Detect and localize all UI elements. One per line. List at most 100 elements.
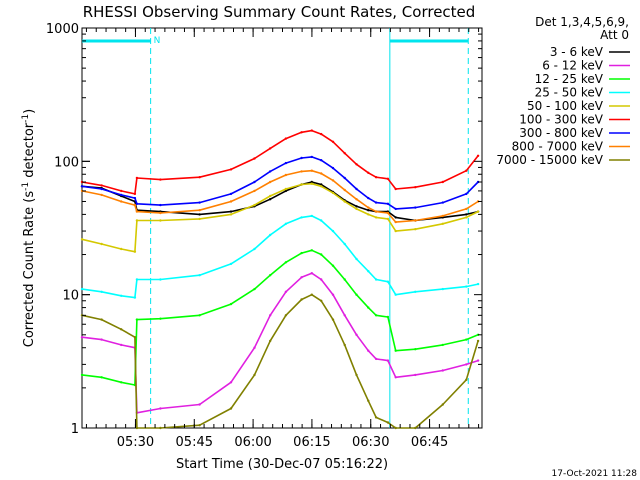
series-2-point-10 bbox=[284, 261, 288, 264]
y-tick-label: 1 bbox=[71, 422, 79, 437]
series-6-point-23 bbox=[465, 192, 468, 196]
series-7-point-23 bbox=[465, 207, 468, 211]
y-tick-label: 10 bbox=[62, 289, 79, 304]
series-8-point-15 bbox=[343, 343, 346, 347]
legend-label-2: 12 - 25 keV bbox=[535, 72, 604, 86]
series-1-point-13 bbox=[320, 278, 323, 281]
series-0-point-6 bbox=[198, 213, 201, 216]
series-3-point-1 bbox=[100, 290, 103, 293]
series-8-point-18 bbox=[374, 416, 378, 419]
series-4-point-1 bbox=[100, 242, 103, 246]
series-3-point-15 bbox=[343, 242, 346, 246]
series-8-point-19 bbox=[386, 421, 390, 424]
series-5-point-7 bbox=[229, 168, 233, 171]
series-2-point-13 bbox=[320, 253, 323, 256]
series-1-point-23 bbox=[465, 363, 468, 366]
series-line-0 bbox=[81, 181, 479, 222]
series-5-point-11 bbox=[300, 131, 303, 134]
legend-header-line-1: Det 1,3,4,5,6,9, bbox=[535, 15, 629, 29]
series-5-point-18 bbox=[374, 176, 378, 179]
series-3-point-14 bbox=[331, 229, 335, 233]
series-5-point-15 bbox=[343, 152, 346, 155]
series-4-point-14 bbox=[331, 191, 335, 195]
series-2-point-1 bbox=[100, 376, 103, 379]
series-6-point-18 bbox=[374, 201, 378, 204]
legend-label-6: 300 - 800 keV bbox=[519, 126, 603, 140]
legend-label-0: 3 - 6 keV bbox=[550, 45, 604, 59]
series-5-point-22 bbox=[441, 180, 444, 184]
series-3-point-19 bbox=[386, 280, 390, 283]
series-1-point-7 bbox=[229, 381, 233, 384]
series-2 bbox=[80, 249, 480, 387]
series-7 bbox=[80, 169, 480, 224]
flag-layer: N bbox=[82, 28, 469, 428]
series-2-point-18 bbox=[374, 314, 378, 317]
series-4-point-11 bbox=[300, 183, 303, 186]
series-6-point-3 bbox=[133, 196, 137, 200]
series-8-point-20 bbox=[394, 426, 397, 430]
series-5-point-8 bbox=[253, 157, 256, 160]
series-5-point-12 bbox=[310, 129, 313, 132]
series-8-point-9 bbox=[269, 339, 272, 343]
series-7-point-19 bbox=[386, 211, 390, 215]
legend-label-7: 800 - 7000 keV bbox=[512, 140, 604, 154]
series-5-point-17 bbox=[367, 171, 370, 174]
y-tick-label: 100 bbox=[54, 155, 79, 170]
series-1-point-17 bbox=[367, 349, 370, 352]
legend-label-8: 7000 - 15000 keV bbox=[496, 153, 603, 167]
series-2-point-22 bbox=[441, 343, 444, 347]
series-line-6 bbox=[81, 156, 479, 210]
series-6-point-5 bbox=[159, 203, 162, 207]
series-7-point-21 bbox=[414, 219, 417, 222]
series-1-point-19 bbox=[386, 359, 390, 362]
series-4-point-0 bbox=[80, 238, 84, 241]
series-4-point-7 bbox=[229, 213, 233, 216]
series-5-point-23 bbox=[465, 169, 468, 172]
series-8-point-14 bbox=[331, 318, 335, 321]
series-8-point-4 bbox=[135, 426, 139, 430]
series-6-point-15 bbox=[343, 176, 346, 180]
series-6-point-21 bbox=[414, 206, 417, 209]
series-2-point-11 bbox=[300, 251, 303, 255]
flag-label: N bbox=[154, 36, 161, 46]
series-0-point-12 bbox=[310, 180, 313, 184]
series-8-point-21 bbox=[414, 426, 417, 430]
series-3-point-13 bbox=[320, 219, 323, 222]
series-line-1 bbox=[81, 272, 479, 414]
series-4-point-6 bbox=[198, 217, 201, 221]
series-5-point-3 bbox=[133, 192, 137, 196]
series-6-point-8 bbox=[253, 180, 256, 184]
series-1-point-10 bbox=[284, 290, 288, 293]
series-3-point-11 bbox=[300, 216, 303, 219]
series-8-point-5 bbox=[159, 426, 162, 430]
legend-header-line-2: Att 0 bbox=[600, 28, 629, 42]
series-7-point-22 bbox=[441, 214, 444, 218]
series-8-point-8 bbox=[253, 373, 256, 377]
series-3-point-22 bbox=[441, 287, 444, 291]
series-6-point-20 bbox=[394, 207, 397, 211]
legend-label-4: 50 - 100 keV bbox=[527, 99, 604, 113]
series-6-point-12 bbox=[310, 155, 313, 159]
series-6-point-9 bbox=[269, 170, 272, 173]
series-7-point-12 bbox=[310, 169, 313, 172]
series-4-point-21 bbox=[414, 228, 417, 231]
series-4-point-19 bbox=[386, 217, 390, 221]
series-0-point-20 bbox=[394, 216, 397, 219]
series-1-point-1 bbox=[100, 338, 103, 341]
series-2-point-19 bbox=[386, 315, 390, 319]
series-7-point-15 bbox=[343, 188, 346, 192]
series-4-point-4 bbox=[135, 219, 139, 222]
series-8-point-7 bbox=[229, 407, 233, 410]
series-7-point-10 bbox=[284, 173, 288, 177]
x-tick-label: 06:00 bbox=[234, 435, 271, 450]
series-4-point-17 bbox=[367, 213, 370, 216]
series-6-point-16 bbox=[355, 187, 358, 191]
series-8-point-3 bbox=[133, 336, 137, 339]
series-4-point-10 bbox=[284, 187, 288, 191]
series-0-point-13 bbox=[320, 183, 323, 186]
series-7-point-2 bbox=[120, 200, 123, 203]
series-5-point-10 bbox=[284, 137, 288, 140]
series-2-point-6 bbox=[198, 314, 201, 317]
series-2-point-7 bbox=[229, 302, 233, 306]
series-2-point-14 bbox=[331, 264, 335, 267]
